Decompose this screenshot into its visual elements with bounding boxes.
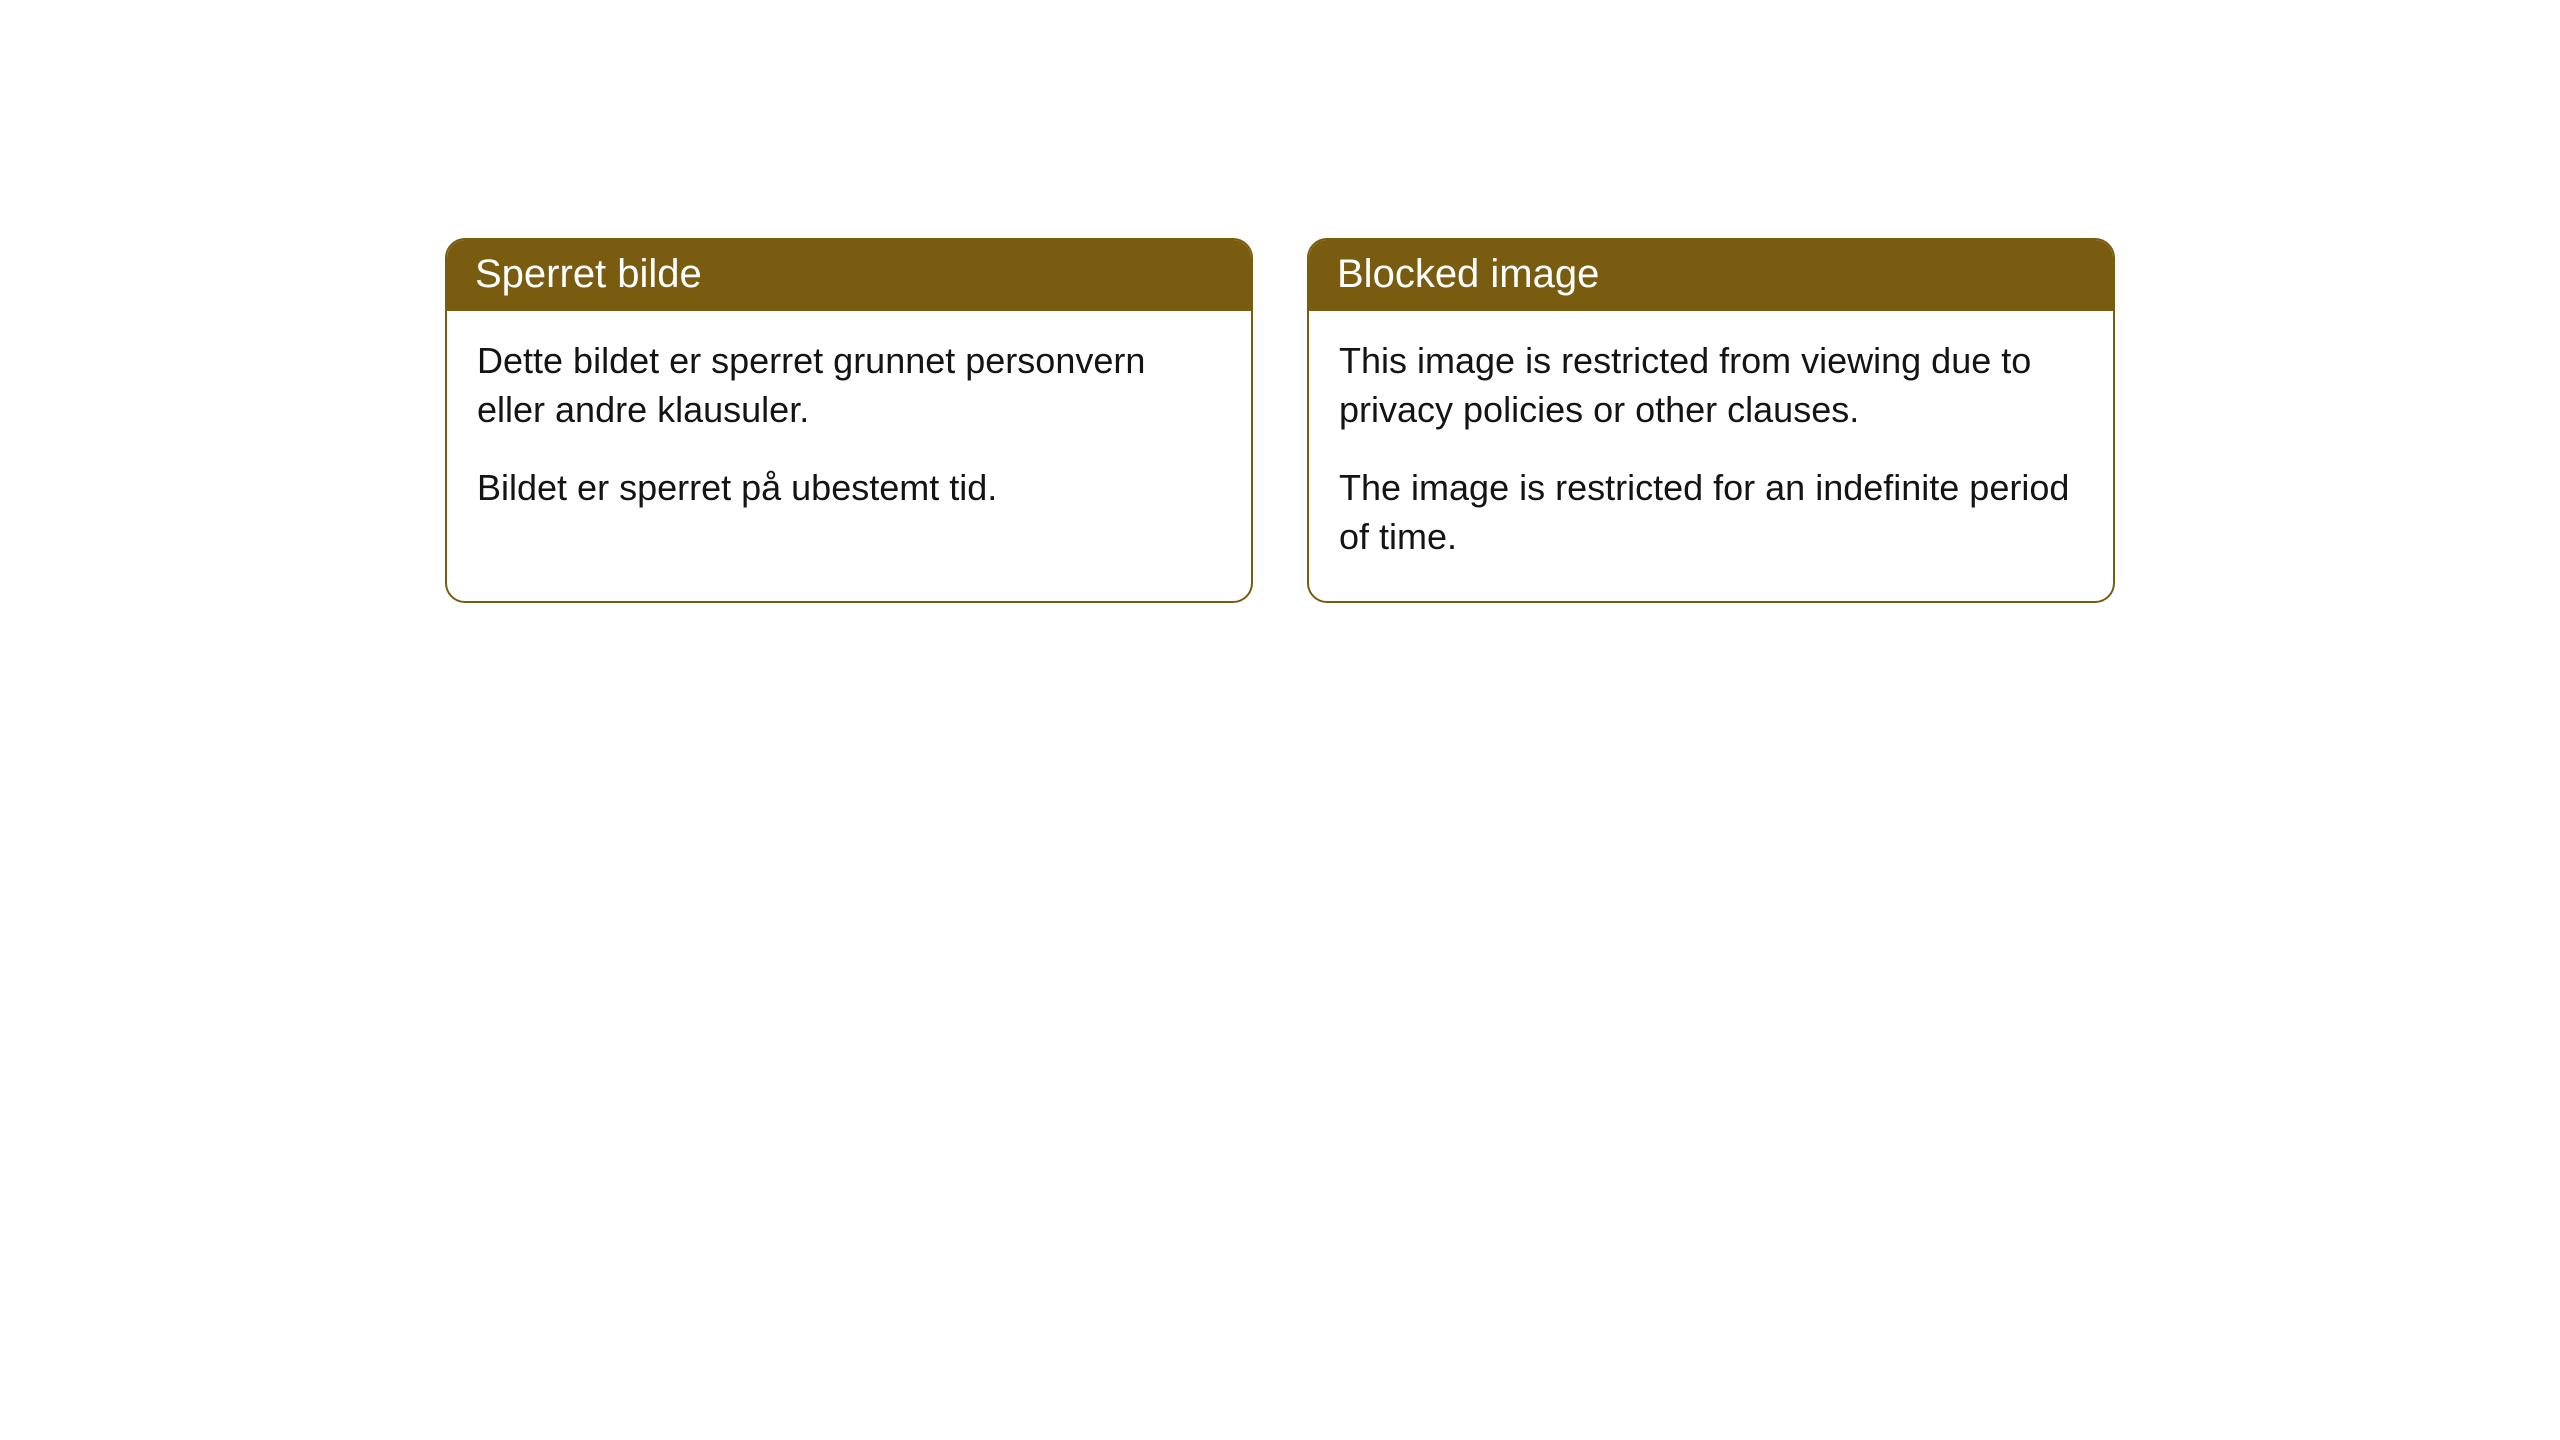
notice-text-2: Bildet er sperret på ubestemt tid. (477, 464, 1221, 513)
card-body: This image is restricted from viewing du… (1309, 311, 2113, 601)
notice-card-norwegian: Sperret bilde Dette bildet er sperret gr… (445, 238, 1253, 603)
notice-container: Sperret bilde Dette bildet er sperret gr… (445, 238, 2115, 603)
notice-text-2: The image is restricted for an indefinit… (1339, 464, 2083, 561)
notice-text-1: This image is restricted from viewing du… (1339, 337, 2083, 434)
notice-card-english: Blocked image This image is restricted f… (1307, 238, 2115, 603)
card-body: Dette bildet er sperret grunnet personve… (447, 311, 1251, 553)
card-header: Blocked image (1309, 240, 2113, 311)
card-header: Sperret bilde (447, 240, 1251, 311)
notice-text-1: Dette bildet er sperret grunnet personve… (477, 337, 1221, 434)
